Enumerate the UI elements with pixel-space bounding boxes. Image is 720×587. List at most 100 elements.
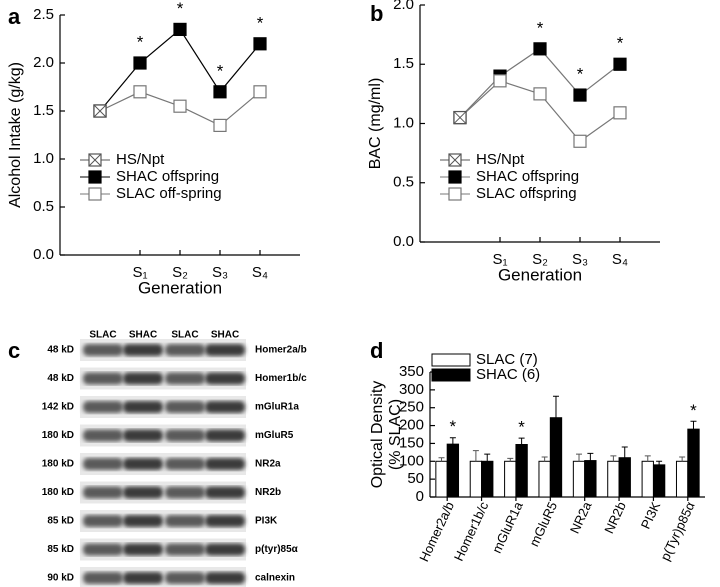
marker-square — [133, 85, 147, 99]
marker-square — [133, 56, 147, 70]
blot-band — [205, 486, 245, 499]
molecular-weight: 85 kD — [47, 516, 74, 527]
protein-label: NR2a — [255, 459, 281, 470]
bar — [652, 464, 666, 498]
legend-label: HS/Npt — [116, 151, 165, 168]
blot-band — [165, 486, 205, 499]
blot-band — [205, 344, 245, 356]
y-tick-label: 2.5 — [33, 6, 54, 23]
series-line — [459, 48, 621, 118]
blot-band — [123, 572, 163, 584]
blot-band — [83, 543, 123, 556]
y-tick-label: 0 — [416, 488, 424, 505]
x-tick-label: PI3K — [638, 499, 664, 531]
marker — [448, 187, 462, 201]
marker — [253, 37, 267, 51]
blot-band — [123, 486, 163, 499]
legend-label: HS/Npt — [476, 151, 525, 168]
x-tick-label: S₂ — [172, 264, 188, 281]
error-bar — [690, 420, 697, 430]
bar — [515, 444, 528, 498]
x-axis-label: Generation — [498, 265, 582, 284]
protein-label: p(tyr)85α — [255, 544, 299, 555]
y-tick-label: 0.0 — [33, 246, 54, 263]
annotation: * — [217, 61, 224, 80]
y-axis-label: Optical Density — [369, 381, 386, 489]
protein-label: mGluR5 — [255, 430, 294, 441]
marker-square — [533, 87, 547, 101]
marker — [573, 134, 587, 148]
blot-band — [205, 429, 245, 442]
x-tick-label: S₁ — [492, 251, 507, 268]
error-bar — [679, 456, 686, 462]
error-bar — [484, 453, 491, 462]
blot-band — [165, 401, 205, 413]
x-tick-label: S₃ — [212, 264, 228, 281]
y-tick-label: 300 — [399, 381, 424, 398]
x-tick-label: Homer1b/c — [451, 499, 492, 563]
blot-band — [165, 543, 205, 556]
bar — [469, 460, 483, 498]
bar — [435, 460, 448, 498]
lane-label: SHAC — [211, 330, 239, 341]
y-axis-label: Alcohol Intake (g/kg) — [7, 62, 24, 208]
blot-band — [83, 515, 123, 527]
error-bar — [621, 446, 628, 458]
marker-square — [448, 170, 462, 184]
panel-label: d — [370, 338, 383, 363]
blot-band — [165, 572, 205, 584]
legend-label: SLAC (7) — [476, 351, 538, 368]
blot-band — [205, 572, 245, 584]
y-tick-label: 0.5 — [393, 174, 414, 191]
y-tick-label: 250 — [399, 399, 424, 416]
y-tick-label: 0.5 — [33, 198, 54, 215]
x-tick-label: NR2a — [567, 499, 595, 536]
error-bar — [518, 437, 525, 445]
legend-label: SHAC offspring — [116, 168, 219, 185]
series-line — [99, 28, 261, 112]
x-tick-label: Homer2a/b — [416, 499, 457, 564]
marker — [173, 22, 187, 36]
error-bar — [472, 450, 479, 462]
error-bar — [587, 452, 594, 461]
bar — [481, 460, 494, 498]
marker — [493, 74, 507, 88]
molecular-weight: 48 kD — [47, 373, 74, 384]
marker — [533, 87, 547, 101]
blot-band — [123, 543, 163, 556]
x-tick-label: S₁ — [132, 264, 147, 281]
blot-band — [123, 458, 163, 470]
annotation: * — [177, 0, 184, 18]
bar — [549, 417, 563, 498]
blot-band — [83, 401, 123, 413]
blot-band — [123, 344, 163, 356]
marker-square — [493, 74, 507, 88]
blot-band — [123, 372, 163, 385]
panel-label: b — [370, 1, 383, 26]
blot-band — [205, 515, 245, 527]
marker — [88, 187, 102, 201]
marker-cross — [93, 104, 107, 118]
marker — [253, 85, 267, 99]
marker — [133, 56, 147, 70]
marker-square — [448, 187, 462, 201]
blot-band — [123, 401, 163, 413]
y-tick-label: 50 — [407, 470, 424, 487]
x-tick-label: p(Tyr)p85α — [657, 499, 697, 563]
marker — [453, 110, 467, 125]
blot-band — [123, 515, 163, 527]
annotation: * — [450, 417, 457, 436]
marker — [173, 99, 187, 113]
blot-band — [165, 372, 205, 385]
lane-label: SLAC — [171, 330, 198, 341]
error-bar — [552, 395, 559, 418]
error-bar — [438, 457, 445, 462]
legend-label: SHAC offspring — [476, 168, 579, 185]
legend-label: SLAC offspring — [476, 185, 577, 202]
marker-square — [533, 42, 547, 56]
x-tick-label: NR2b — [601, 499, 629, 535]
bar — [641, 460, 654, 498]
marker-cross — [88, 153, 102, 167]
error-bar — [610, 455, 617, 462]
marker-square — [88, 170, 102, 184]
